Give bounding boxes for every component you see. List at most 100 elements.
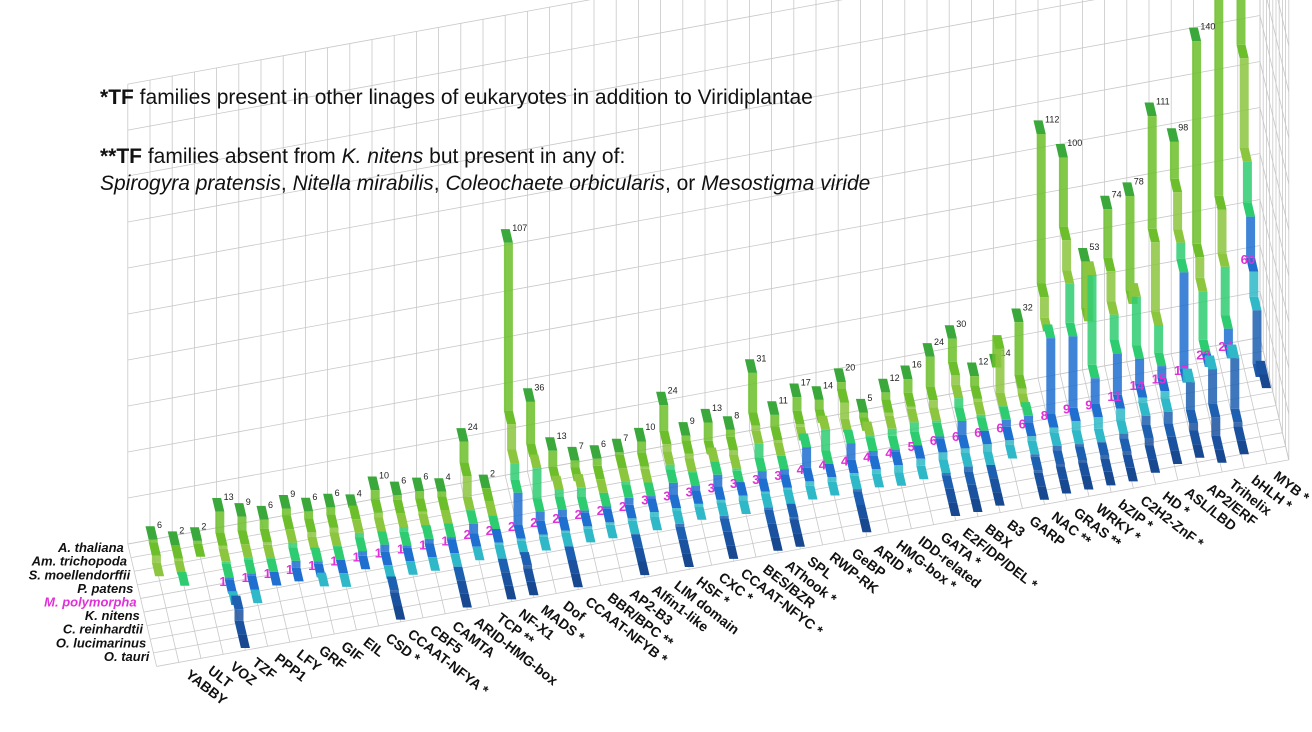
back-wall-gridline	[127, 107, 1261, 315]
ribbon-segment	[465, 510, 479, 524]
ribbon-segment	[1109, 340, 1122, 354]
ribbon-segment	[773, 442, 786, 456]
ribbon-nac-: 32 6	[1011, 302, 1050, 500]
ribbon-segment	[979, 430, 992, 445]
ribbon-segment	[389, 481, 402, 496]
data-label-highlight: 1	[286, 562, 293, 577]
ribbon-segment	[995, 392, 1008, 407]
ribbon-step	[389, 590, 399, 593]
ribbon-step	[1090, 378, 1100, 404]
ribbon-step	[148, 539, 158, 543]
ribbon-step	[469, 523, 479, 534]
ribbon-segment	[792, 410, 805, 425]
ribbon-segment	[659, 430, 672, 445]
footnote-species-list: Spirogyra pratensis, Nitella mirabilis, …	[100, 172, 871, 195]
ribbon-step	[957, 421, 967, 435]
ribbon-step	[243, 557, 253, 560]
ribbon-step	[735, 482, 745, 485]
ribbon-step	[1138, 397, 1148, 403]
floor-gridline	[150, 432, 1283, 640]
ribbon-step	[821, 429, 831, 451]
ribbon-segment	[1214, 449, 1227, 463]
ribbon-segment	[849, 475, 862, 490]
ribbon-segment	[504, 585, 517, 600]
ribbon-segment	[602, 508, 615, 523]
ribbon-step	[1058, 157, 1068, 227]
ribbon-segment	[757, 478, 770, 492]
ribbon-step	[1093, 417, 1103, 429]
side-wall-gridline	[1259, 153, 1290, 276]
data-label-highlight: 1	[441, 533, 448, 548]
ribbon-segment	[1100, 195, 1113, 210]
data-label-highlight: 15	[1152, 372, 1166, 387]
ribbon-step	[570, 460, 580, 468]
ribbon-segment	[614, 454, 628, 469]
ribbon-segment	[1220, 315, 1233, 329]
ribbon-step	[859, 412, 869, 418]
ribbon-segment	[992, 492, 1005, 506]
ribbon-segment	[278, 495, 291, 509]
side-wall-gridline	[1259, 107, 1290, 230]
data-label: 10	[379, 471, 389, 481]
ribbon-step	[729, 450, 739, 455]
data-label-highlight: 9	[1085, 398, 1092, 413]
data-label-highlight: 11	[1107, 389, 1121, 404]
ribbon-step	[262, 542, 272, 545]
ribbon-step	[1033, 470, 1043, 473]
data-label-highlight: 4	[819, 458, 827, 473]
ribbon-segment	[1249, 296, 1262, 311]
ribbon-step	[960, 448, 970, 453]
ribbon-segment	[367, 476, 380, 491]
side-wall-gridline	[1259, 61, 1290, 184]
ribbon-segment	[462, 496, 475, 511]
ribbon-segment	[887, 435, 900, 450]
ribbon-segment	[1036, 283, 1049, 298]
ribbon-segment	[792, 533, 805, 547]
ribbon-segment	[440, 510, 453, 524]
ribbon-segment	[611, 438, 624, 453]
ribbon-segment	[1236, 44, 1249, 59]
ribbon-segment	[1211, 435, 1224, 450]
ribbon-step	[963, 466, 973, 472]
ribbon-step	[1242, 161, 1252, 203]
data-label: 13	[557, 431, 567, 441]
ribbon-step	[681, 435, 691, 441]
ribbon-step	[532, 468, 542, 499]
ribbon-segment	[285, 529, 298, 543]
ribbon-step	[779, 469, 789, 475]
data-label: 6	[401, 476, 406, 486]
ribbon-step	[326, 507, 336, 515]
ribbon-segment	[446, 539, 460, 554]
ribbon-step	[1236, 0, 1246, 45]
ribbon-segment	[694, 506, 707, 520]
back-wall-gridline	[127, 0, 591, 85]
ribbon-segment	[970, 385, 983, 399]
ribbon-segment	[998, 406, 1011, 420]
ribbon-step	[1198, 291, 1208, 340]
ribbon-segment	[243, 560, 257, 574]
ribbon-segment	[599, 492, 612, 507]
ribbon-step	[494, 542, 504, 545]
ribbon-segment	[630, 534, 644, 548]
data-label-highlight: 1	[353, 550, 360, 565]
ribbon-segment	[503, 410, 517, 425]
ribbon-segment	[640, 468, 653, 483]
ribbon-step	[865, 435, 875, 438]
ribbon-segment	[1103, 471, 1116, 486]
ribbon-segment	[237, 530, 250, 545]
ribbon-step	[576, 487, 586, 497]
ribbon-segment	[484, 501, 498, 516]
ribbon-segment	[189, 527, 203, 541]
ribbon-step	[561, 530, 571, 533]
ribbon-step	[925, 356, 935, 387]
ribbon-cxc-: 93	[678, 416, 707, 520]
floor-gridline	[137, 377, 1270, 586]
data-label-highlight: 3	[708, 480, 715, 495]
ribbon-segment	[1147, 459, 1161, 473]
back-wall-gridline	[127, 0, 843, 131]
ribbon-step	[694, 503, 704, 507]
ribbon-segment	[595, 479, 609, 493]
ribbon-segment	[1005, 444, 1018, 459]
